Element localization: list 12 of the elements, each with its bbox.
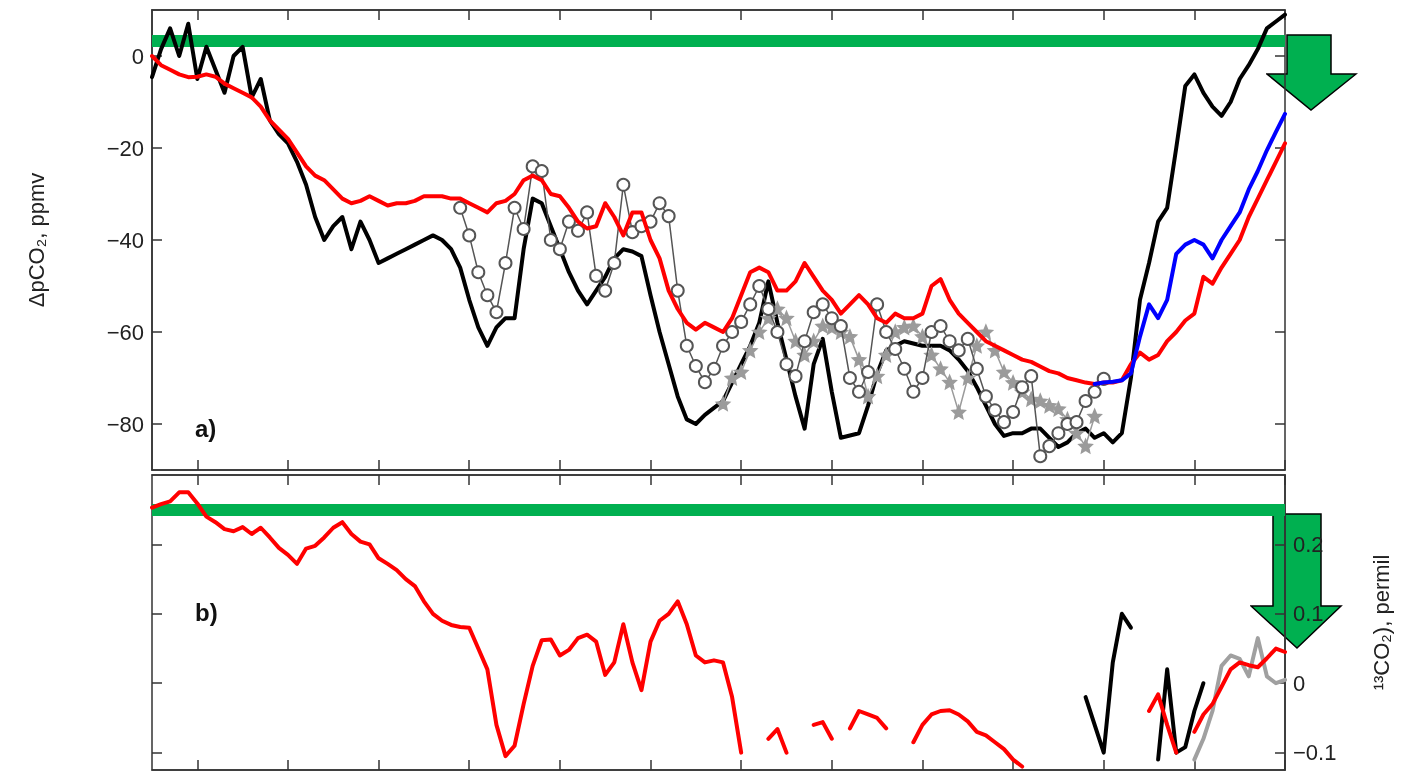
y-tick-label: −60 [106, 319, 144, 345]
y-tick-label: 0 [1293, 670, 1306, 696]
y-axis-title: ΔpCO₂, ppmv [23, 172, 49, 308]
y-tick-label: −0.1 [1293, 740, 1337, 766]
y-axis-title: ¹³CO₂), permil [1368, 554, 1394, 691]
y-tick-label: −40 [106, 227, 144, 253]
y-tick-label: 0.1 [1293, 601, 1324, 627]
annotation: b) [195, 598, 218, 626]
y-tick-label: −80 [106, 411, 144, 437]
y-tick-label: 0 [131, 43, 144, 69]
y-tick-label: −20 [106, 135, 144, 161]
annotation: a) [195, 414, 217, 442]
